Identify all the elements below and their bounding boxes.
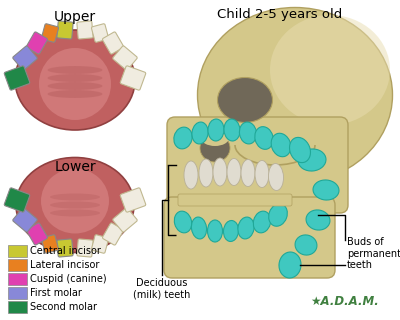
Ellipse shape [295,235,317,255]
Ellipse shape [198,7,392,182]
Ellipse shape [253,211,271,233]
FancyBboxPatch shape [8,286,26,299]
Text: Child 2-5 years old: Child 2-5 years old [217,8,343,21]
Ellipse shape [306,210,330,230]
FancyBboxPatch shape [113,46,137,70]
Ellipse shape [192,122,208,144]
FancyBboxPatch shape [102,223,124,245]
Text: Central incisor: Central incisor [30,245,101,255]
FancyBboxPatch shape [113,208,137,232]
FancyBboxPatch shape [4,188,30,212]
Text: Upper: Upper [54,10,96,24]
Ellipse shape [192,217,206,239]
FancyBboxPatch shape [8,259,26,270]
Text: Buds of
permanent
teeth: Buds of permanent teeth [347,237,400,270]
Text: Second molar: Second molar [30,301,97,311]
Ellipse shape [279,252,301,278]
FancyBboxPatch shape [8,244,26,257]
FancyBboxPatch shape [102,32,124,54]
FancyBboxPatch shape [120,66,146,90]
Text: Lateral incisor: Lateral incisor [30,260,99,269]
Ellipse shape [50,194,100,201]
FancyBboxPatch shape [26,32,48,54]
FancyBboxPatch shape [77,21,93,39]
Ellipse shape [184,161,198,189]
FancyBboxPatch shape [13,208,37,232]
Ellipse shape [48,90,102,98]
Ellipse shape [218,77,272,123]
Ellipse shape [298,149,326,171]
Ellipse shape [199,159,213,187]
Ellipse shape [48,66,102,74]
Text: Lower: Lower [54,160,96,174]
Ellipse shape [224,119,240,141]
Ellipse shape [41,169,109,234]
Ellipse shape [227,158,241,186]
FancyBboxPatch shape [8,300,26,313]
FancyBboxPatch shape [178,194,292,206]
Ellipse shape [238,217,254,239]
Ellipse shape [16,157,134,252]
FancyBboxPatch shape [42,24,58,42]
FancyBboxPatch shape [13,46,37,70]
Ellipse shape [290,137,310,163]
Ellipse shape [213,158,227,186]
FancyBboxPatch shape [120,188,146,212]
Ellipse shape [201,130,229,146]
FancyBboxPatch shape [167,117,348,213]
Ellipse shape [240,122,256,144]
FancyBboxPatch shape [57,21,73,39]
Ellipse shape [255,161,269,188]
Text: Cuspid (canine): Cuspid (canine) [30,274,107,284]
Ellipse shape [48,74,102,82]
FancyBboxPatch shape [92,235,108,253]
Ellipse shape [268,164,284,190]
Ellipse shape [224,220,238,242]
Text: Deciduous
(milk) teeth: Deciduous (milk) teeth [133,278,191,300]
Ellipse shape [174,127,192,149]
Ellipse shape [50,202,100,209]
Text: First molar: First molar [30,287,82,298]
FancyBboxPatch shape [77,239,93,257]
Ellipse shape [174,211,192,233]
Ellipse shape [208,119,224,141]
Ellipse shape [50,210,100,217]
Ellipse shape [269,204,287,226]
Ellipse shape [271,133,291,157]
FancyBboxPatch shape [8,273,26,284]
FancyBboxPatch shape [26,223,48,245]
FancyBboxPatch shape [57,239,73,257]
Ellipse shape [15,30,135,130]
Ellipse shape [241,159,255,187]
FancyBboxPatch shape [92,24,108,42]
Text: ★A.D.A.M.: ★A.D.A.M. [311,295,379,308]
FancyBboxPatch shape [4,66,30,90]
Ellipse shape [270,15,390,125]
Ellipse shape [313,180,339,200]
Ellipse shape [39,48,111,120]
Ellipse shape [200,134,230,162]
Ellipse shape [48,82,102,90]
FancyBboxPatch shape [164,197,335,278]
FancyBboxPatch shape [42,235,58,253]
Ellipse shape [208,220,222,242]
Ellipse shape [255,127,273,149]
